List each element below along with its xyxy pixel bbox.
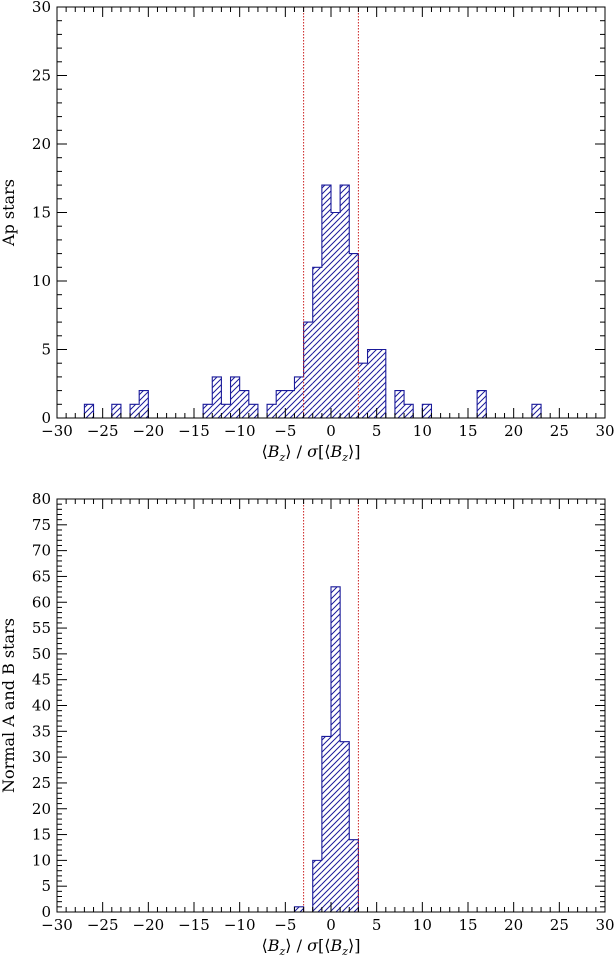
y-tick-label: 30 — [32, 748, 51, 766]
y-tick-label: 55 — [32, 619, 51, 637]
hist-bar — [221, 404, 231, 418]
x-tick-label: −25 — [87, 422, 119, 440]
x-tick-label: 15 — [458, 916, 477, 934]
x-tick-label: 25 — [550, 916, 569, 934]
y-tick-label: 25 — [32, 774, 51, 792]
y-tick-label: 5 — [41, 341, 51, 359]
panel-2: −30 −25 −20 −15 −10 −5 0 5 10 15 20 25 30 0 5 10 15 20 25 3… — [0, 490, 615, 957]
hist-bar — [531, 404, 542, 418]
hist-bar — [230, 376, 240, 418]
hist-bar — [422, 404, 432, 418]
y-tick-label: 0 — [41, 409, 51, 427]
x-axis-label: ⟨Bz⟩ / σ[⟨Bz⟩] — [261, 936, 360, 957]
hist-bar — [340, 741, 350, 912]
hist-bar — [294, 906, 304, 912]
hist-bar — [139, 390, 149, 418]
hist-bar — [248, 404, 258, 418]
y-tick-label: 50 — [32, 645, 51, 663]
x-tick-label: −10 — [224, 422, 256, 440]
y-tick-label: 0 — [41, 903, 51, 921]
y-axis-label: Ap stars — [0, 179, 18, 247]
y-tick-label: 75 — [32, 516, 51, 534]
x-tick-label: 25 — [550, 422, 569, 440]
x-tick-label: 20 — [504, 422, 523, 440]
panel-1: −30 −25 −20 −15 −10 −5 0 5 10 15 20 25 30 0 5 10 15 20 25 3… — [0, 0, 615, 464]
hist-bar — [267, 404, 277, 418]
y-axis-label: Normal A and B stars — [0, 618, 18, 793]
hist-bar — [477, 390, 487, 418]
x-tick-label: −15 — [178, 916, 210, 934]
hist-bar — [312, 860, 322, 912]
hist-bar — [331, 586, 341, 912]
hist-bar — [130, 404, 140, 418]
x-axis-label: ⟨Bz⟩ / σ[⟨Bz⟩] — [261, 442, 360, 464]
x-tick-label: 20 — [504, 916, 523, 934]
x-tick-label: −30 — [41, 916, 73, 934]
x-tick-label: −5 — [274, 422, 296, 440]
hist-bar — [331, 212, 341, 418]
hist-bar — [394, 390, 405, 418]
x-tick-label: 30 — [595, 422, 614, 440]
x-tick-label: 15 — [458, 422, 477, 440]
hist-bar — [285, 390, 295, 418]
hist-bar — [111, 404, 121, 418]
x-tick-label: −30 — [41, 422, 73, 440]
hist-bar — [376, 349, 386, 418]
y-tick-label: 5 — [41, 877, 51, 895]
x-tick-label: −20 — [133, 916, 165, 934]
x-tick-label: 0 — [326, 916, 336, 934]
hist-bar — [84, 404, 94, 418]
x-tick-label: −10 — [224, 916, 256, 934]
x-tick-label: −5 — [274, 916, 296, 934]
y-tick-label: 80 — [32, 490, 51, 508]
y-tick-label: 70 — [32, 542, 51, 560]
y-tick-label: 20 — [32, 800, 51, 818]
hist-bar — [340, 185, 350, 418]
x-tick-label: 5 — [372, 422, 382, 440]
x-tick-label: 30 — [595, 916, 614, 934]
x-tick-label: 0 — [326, 422, 336, 440]
x-tick-label: 10 — [413, 916, 432, 934]
hist-bar — [349, 253, 359, 418]
x-tick-label: −15 — [178, 422, 210, 440]
y-tick-label: 25 — [32, 67, 51, 85]
x-tick-label: −25 — [87, 916, 119, 934]
x-tick-label: 5 — [372, 916, 382, 934]
y-tick-label: 20 — [32, 135, 51, 153]
y-tick-label: 10 — [32, 851, 51, 869]
y-tick-label: 10 — [32, 272, 51, 290]
hist-bar — [303, 322, 313, 418]
x-tick-label: 10 — [413, 422, 432, 440]
hist-bar — [321, 736, 331, 912]
y-tick-label: 45 — [32, 671, 51, 689]
y-tick-label: 15 — [32, 826, 51, 844]
y-tick-label: 30 — [32, 0, 51, 16]
y-tick-label: 15 — [32, 204, 51, 222]
hist-bar — [358, 363, 368, 418]
hist-bar — [239, 390, 249, 418]
hist-bar — [367, 349, 377, 418]
hist-bar — [321, 185, 331, 418]
hist-bar — [203, 404, 213, 418]
hist-bar — [349, 839, 359, 912]
y-tick-label: 40 — [32, 697, 51, 715]
hist-bar — [212, 376, 222, 418]
y-tick-label: 60 — [32, 593, 51, 611]
x-tick-label: −20 — [133, 422, 165, 440]
hist-bar — [294, 376, 304, 418]
y-tick-label: 35 — [32, 722, 51, 740]
hist-bar — [404, 404, 414, 418]
hist-bar — [312, 267, 322, 418]
hist-bar — [276, 390, 286, 418]
y-tick-label: 65 — [32, 567, 51, 585]
